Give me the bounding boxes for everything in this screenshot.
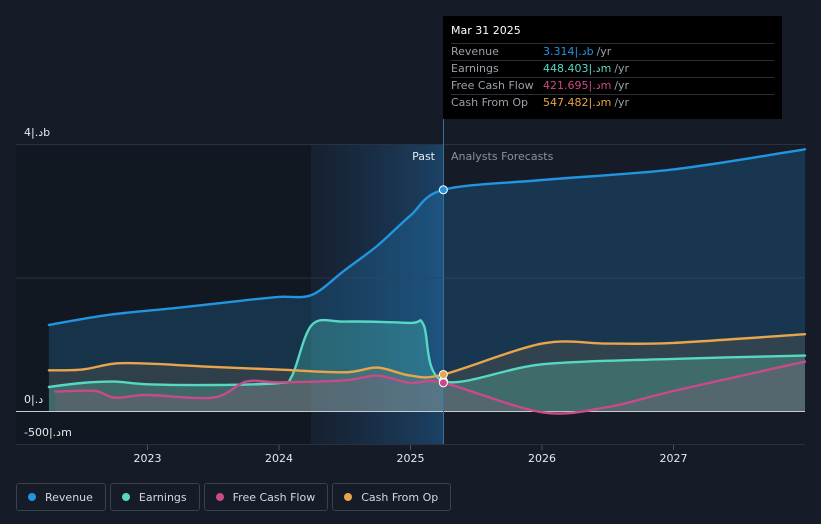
tooltip: Mar 31 2025 Revenue 3.314|.ﺩb /yr Earnin…	[443, 16, 782, 119]
earnings-area	[48, 320, 805, 411]
legend-label: Revenue	[45, 490, 93, 504]
tooltip-label: Free Cash Flow	[451, 79, 534, 92]
tooltip-unit: /yr	[614, 79, 630, 92]
tooltip-unit: /yr	[596, 45, 612, 58]
tooltip-unit: /yr	[614, 62, 630, 75]
legend: Revenue Earnings Free Cash Flow Cash Fro…	[16, 483, 452, 511]
earnings-line	[47, 318, 807, 389]
legend-item-revenue[interactable]: Revenue	[16, 483, 106, 511]
forecast-label: Analysts Forecasts	[451, 150, 554, 163]
cash-from-op-marker	[438, 369, 448, 379]
x-tick-label: 2024	[265, 452, 293, 465]
legend-label: Cash From Op	[361, 490, 439, 504]
free-cash-flow-marker	[438, 378, 448, 388]
tooltip-row-free-cash-flow: Free Cash Flow 421.695|.ﺩm /yr	[451, 77, 774, 94]
y-tick-zero: 0|.ﺩ	[24, 393, 43, 406]
grid	[16, 144, 805, 445]
legend-item-free-cash-flow[interactable]: Free Cash Flow	[203, 483, 329, 511]
tooltip-label: Cash From Op	[451, 96, 529, 109]
earnings-dot-icon	[121, 493, 130, 501]
tooltip-row-revenue: Revenue 3.314|.ﺩb /yr	[451, 43, 774, 60]
past-highlight-region	[311, 144, 444, 444]
chart: Past Analysts Forecasts 4|.ﺩb 0|.ﺩ -500|…	[16, 95, 807, 465]
past-dark-region	[16, 144, 311, 444]
tooltip-row-cash-from-op: Cash From Op 547.482|.ﺩm /yr	[451, 94, 774, 111]
past-label: Past	[412, 150, 436, 163]
cash-from-op-line	[47, 333, 807, 379]
x-tick-label: 2027	[660, 452, 688, 465]
free-cash-flow-dot-icon	[215, 493, 224, 501]
free-cash-flow-line	[54, 360, 807, 415]
tooltip-label: Earnings	[451, 62, 499, 75]
x-tick-label: 2025	[397, 452, 425, 465]
y-tick-bottom: -500|.ﺩm	[24, 426, 72, 439]
tooltip-value: 3.314|.ﺩb	[543, 45, 594, 58]
revenue-dot-icon	[28, 493, 36, 501]
legend-item-cash-from-op[interactable]: Cash From Op	[332, 483, 452, 511]
tooltip-date: Mar 31 2025	[451, 24, 521, 37]
tooltip-value: 547.482|.ﺩm	[543, 96, 612, 109]
tooltip-unit: /yr	[614, 96, 630, 109]
revenue-marker	[438, 185, 448, 195]
y-tick-top: 4|.ﺩb	[24, 126, 50, 139]
tooltip-label: Revenue	[451, 45, 499, 58]
revenue-line	[47, 148, 807, 327]
cash-from-op-dot-icon	[344, 493, 353, 501]
series-areas	[48, 149, 805, 414]
cash-from-op-area	[48, 334, 805, 411]
series-lines	[47, 148, 807, 415]
revenue-area	[48, 149, 805, 412]
free-cash-flow-area	[55, 361, 805, 414]
x-tick-label: 2026	[528, 452, 556, 465]
x-tick-label: 2023	[134, 452, 162, 465]
tooltip-value: 448.403|.ﺩm	[543, 62, 612, 75]
legend-label: Earnings	[138, 490, 187, 504]
legend-item-earnings[interactable]: Earnings	[109, 483, 200, 511]
tooltip-markers	[438, 185, 448, 388]
tooltip-value: 421.695|.ﺩm	[543, 79, 612, 92]
legend-label: Free Cash Flow	[232, 490, 316, 504]
tooltip-row-earnings: Earnings 448.403|.ﺩm /yr	[451, 60, 774, 77]
x-axis: 2023 2024 2025 2026 2027	[134, 445, 688, 465]
